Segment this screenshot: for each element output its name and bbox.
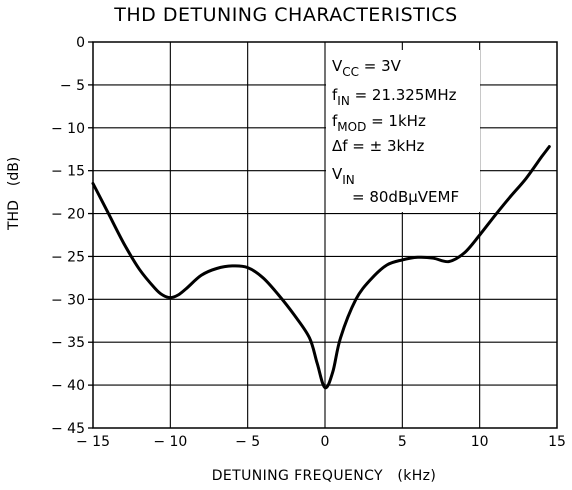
annotation-line: VCC = 3V <box>332 57 402 79</box>
y-tick-label: − 35 <box>51 335 85 351</box>
x-tick-label: 5 <box>398 434 407 450</box>
y-tick-label: 0 <box>76 35 85 51</box>
x-tick-label: 10 <box>471 434 489 450</box>
x-tick-label: 0 <box>321 434 330 450</box>
y-tick-label: − 40 <box>51 378 85 394</box>
annotation-line: fMOD = 1kHz <box>332 112 426 134</box>
annotation-line: = 80dBμVEMF <box>352 188 459 206</box>
x-tick-label: − 10 <box>153 434 187 450</box>
y-tick-label: − 45 <box>51 421 85 437</box>
chart-title: THD DETUNING CHARACTERISTICS <box>114 4 458 26</box>
thd-curve <box>91 145 551 390</box>
x-tick-label: 15 <box>548 434 566 450</box>
annotation-box <box>326 50 480 212</box>
annotation-line: Δf = ± 3kHz <box>332 137 424 155</box>
x-axis-label: DETUNING FREQUENCY (kHz) <box>211 468 437 484</box>
x-tick-label: − 15 <box>76 434 110 450</box>
y-tick-label: − 5 <box>60 78 85 94</box>
y-tick-label: − 20 <box>51 207 85 223</box>
y-tick-label: − 15 <box>51 164 85 180</box>
annotation-line: fIN = 21.325MHz <box>332 86 457 108</box>
x-tick-label: − 5 <box>235 434 260 450</box>
annotation-line: VIN <box>332 165 355 187</box>
y-tick-label: − 10 <box>51 121 85 137</box>
y-tick-label: − 25 <box>51 249 85 265</box>
y-tick-label: − 30 <box>51 292 85 308</box>
